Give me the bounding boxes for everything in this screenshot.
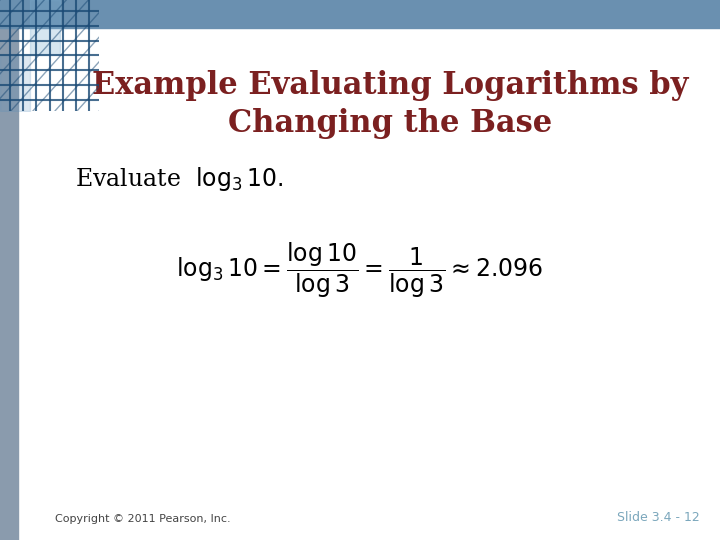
- Text: Example Evaluating Logarithms by
Changing the Base: Example Evaluating Logarithms by Changin…: [92, 70, 688, 139]
- Text: Slide 3.4 - 12: Slide 3.4 - 12: [617, 511, 700, 524]
- Text: $\log_3 10 = \dfrac{\log 10}{\log 3} = \dfrac{1}{\log 3} \approx 2.096$: $\log_3 10 = \dfrac{\log 10}{\log 3} = \…: [176, 240, 544, 300]
- Text: Copyright © 2011 Pearson, Inc.: Copyright © 2011 Pearson, Inc.: [55, 514, 230, 524]
- Bar: [0, 0, 18, 540]
- Bar: [0, 0, 720, 28]
- Text: Evaluate  $\log_3 10.$: Evaluate $\log_3 10.$: [75, 165, 283, 193]
